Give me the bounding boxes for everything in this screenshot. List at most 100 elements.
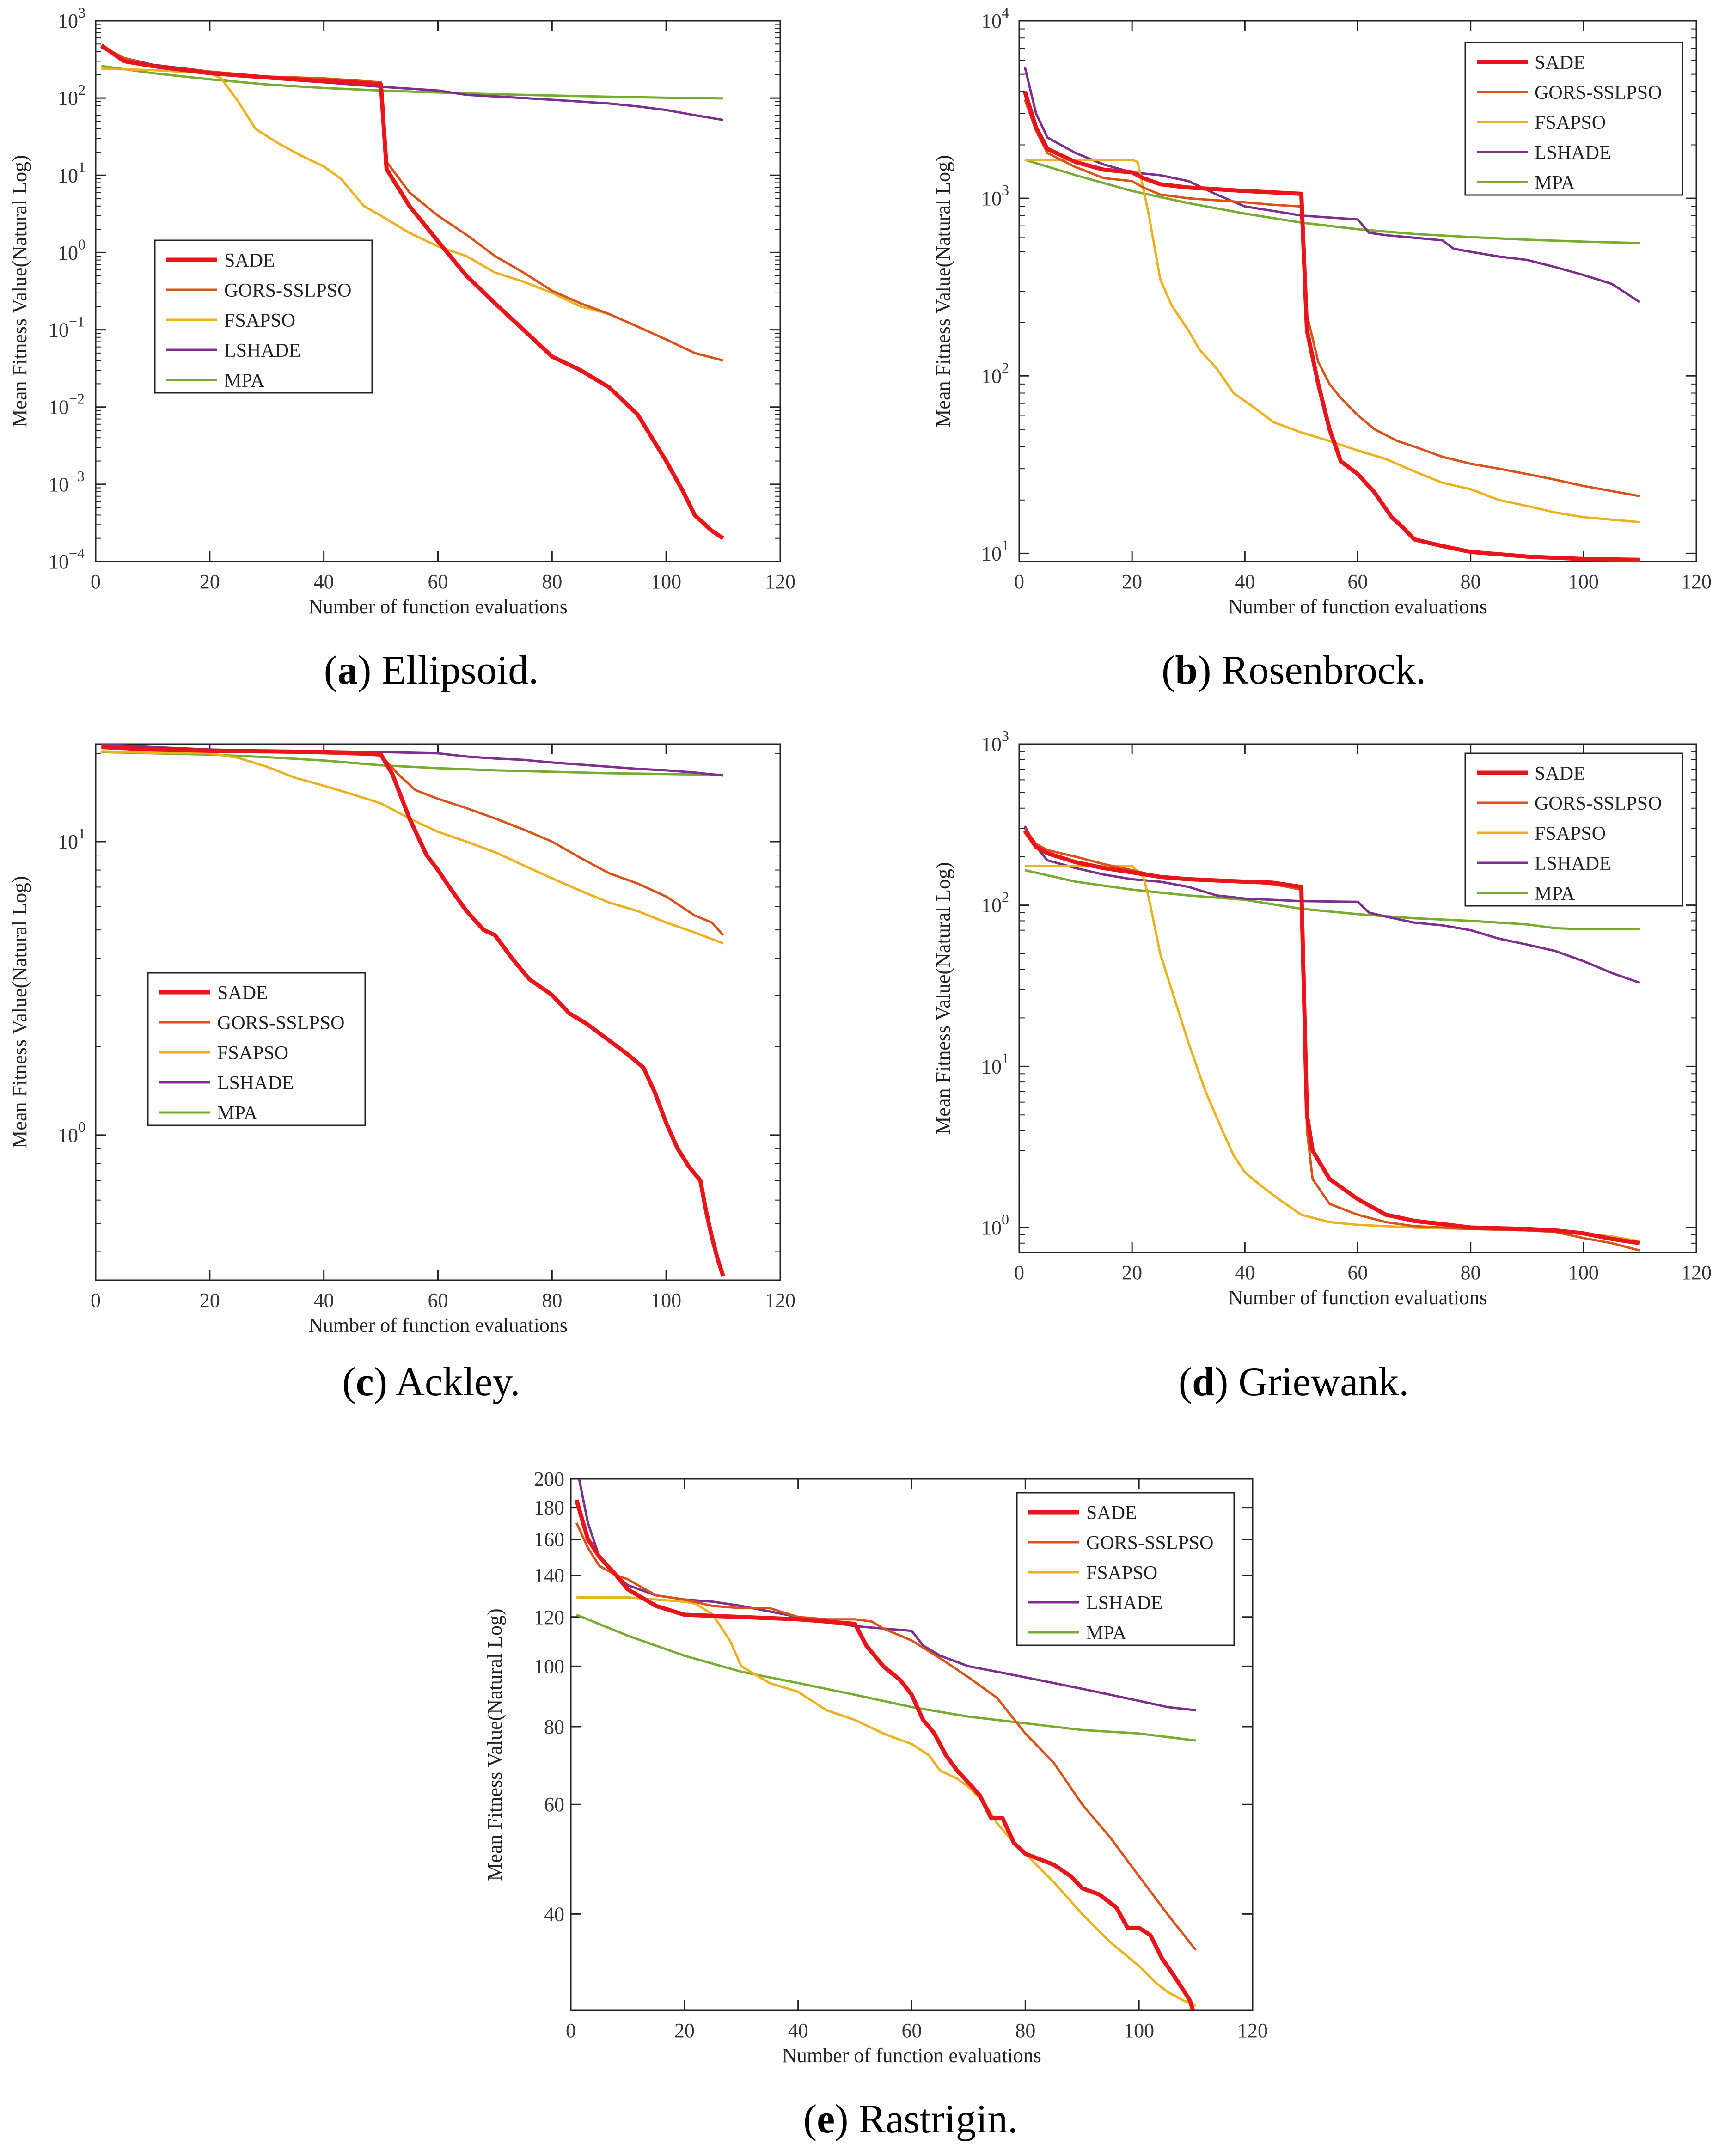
x-tick-label: 20 [1122,1261,1142,1284]
legend-label-sade: SADE [1086,1502,1137,1524]
x-tick-label: 80 [1461,1261,1481,1284]
x-tick-label: 20 [200,570,220,593]
legend-label-gors-sslpso: GORS-SSLPSO [1535,793,1662,814]
chart-rastrigin: 0 20 40 60 80 100 120 40 60 80 100 120 140 160 180 200 N… [483,1468,1268,2067]
x-axis-label: Number of function evaluations [308,1314,568,1337]
legend-label-sade: SADE [224,250,275,271]
x-tick-label: 120 [1681,570,1712,593]
legend-label-gors-sslpso: GORS-SSLPSO [217,1013,344,1034]
x-tick-label: 0 [1014,570,1024,593]
legend: SADE GORS-SSLPSO FSAPSO LSHADE MPA [1464,42,1683,196]
legend-label-fsapso: FSAPSO [224,310,295,331]
y-tick-label: 10−2 [49,391,85,419]
y-tick-label: 104 [981,4,1009,32]
x-tick-label: 80 [1461,570,1481,593]
series-line-mpa [576,1613,1196,1742]
legend-frame [154,239,373,394]
y-tick-label: 101 [981,537,1009,565]
legend-frame [1464,752,1683,907]
x-tick-label: 120 [765,570,795,593]
y-axis-label: Mean Fitness Value(Natural Log) [932,862,954,1134]
legend-label-fsapso: FSAPSO [1535,823,1606,844]
y-tick-label: 100 [981,1211,1009,1239]
series-line-sade [100,43,725,540]
x-tick-label: 60 [428,570,448,593]
x-tick-label: 20 [674,2019,695,2042]
y-axis-label: Mean Fitness Value(Natural Log) [932,155,954,427]
series-line-sade [574,1499,1195,2010]
x-tick-label: 80 [1015,2019,1035,2042]
x-tick-label: 100 [651,1289,681,1312]
x-axis-label: Number of function evaluations [782,2044,1041,2067]
y-tick-label: 40 [544,1903,564,1925]
x-tick-label: 80 [542,1289,562,1312]
series-line-gors-sslpso [1023,99,1640,498]
legend-label-fsapso: FSAPSO [1086,1563,1157,1584]
y-tick-label: 100 [58,236,86,264]
series-line-mpa [101,751,723,776]
x-tick-label: 40 [314,1289,334,1312]
y-tick-label: 10−1 [49,313,85,342]
x-axis-label: Number of function evaluations [308,595,568,618]
y-tick-label: 103 [981,182,1009,210]
y-axis-label: Mean Fitness Value(Natural Log) [8,155,31,427]
legend-label-lshade: LSHADE [217,1073,294,1094]
y-tick-label: 10−3 [49,468,85,496]
y-tick-label: 101 [58,159,86,187]
legend-label-fsapso: FSAPSO [217,1043,288,1064]
y-tick-label: 80 [544,1716,564,1738]
legend-frame [1464,42,1683,196]
x-tick-label: 60 [1348,570,1368,593]
y-axis-label: Mean Fitness Value(Natural Log) [483,1608,506,1881]
x-tick-label: 40 [314,570,334,593]
legend-label-mpa: MPA [1535,883,1575,904]
x-tick-label: 120 [1237,2019,1268,2042]
caption-griewank: (d) Griewank. [1178,1360,1409,1405]
x-tick-label: 60 [902,2019,922,2042]
legend-label-fsapso: FSAPSO [1535,112,1606,134]
y-tick-label: 120 [534,1606,564,1629]
legend-label-mpa: MPA [1535,172,1575,194]
y-tick-label: 101 [981,1050,1009,1078]
y-tick-label: 10−4 [49,545,85,573]
x-axis-label: Number of function evaluations [1228,1286,1487,1309]
x-tick-label: 0 [91,570,101,593]
legend-label-lshade: LSHADE [1535,853,1611,874]
x-tick-label: 100 [1568,570,1599,593]
x-tick-label: 0 [1014,1261,1024,1284]
x-tick-label: 40 [1235,1261,1255,1284]
x-tick-label: 60 [1348,1261,1368,1284]
series-line-lshade [1024,825,1640,984]
y-tick-label: 100 [58,1118,86,1147]
x-tick-label: 60 [428,1289,448,1312]
x-tick-label: 40 [1235,570,1255,593]
series-line-sade [101,745,725,1277]
series-line-lshade [578,1479,1196,1711]
series-line-fsapso [1025,865,1640,1243]
y-tick-label: 180 [534,1496,564,1519]
series-line-fsapso [101,750,724,945]
y-tick-label: 102 [58,81,86,110]
x-tick-label: 0 [91,1289,101,1312]
legend-label-lshade: LSHADE [224,340,301,361]
series-line-mpa [1024,159,1640,244]
caption-rosenbrock: (b) Rosenbrock. [1162,648,1426,693]
series-line-fsapso [1025,159,1640,524]
legend-label-gors-sslpso: GORS-SSLPSO [1086,1533,1213,1554]
legend-label-sade: SADE [1535,52,1585,73]
legend-label-lshade: LSHADE [1535,142,1611,164]
legend-label-mpa: MPA [224,370,265,391]
y-tick-label: 60 [544,1793,564,1816]
y-tick-label: 200 [534,1468,564,1490]
caption-ackley: (c) Ackley. [342,1360,520,1405]
x-axis-label: Number of function evaluations [1228,595,1487,618]
y-tick-label: 102 [981,889,1009,917]
y-tick-label: 103 [981,727,1009,756]
x-tick-label: 100 [651,570,681,593]
series-line-sade [1023,829,1640,1246]
x-tick-label: 80 [542,570,562,593]
legend-label-gors-sslpso: GORS-SSLPSO [224,280,351,301]
series-line-mpa [1024,869,1640,930]
y-tick-label: 100 [534,1655,564,1678]
